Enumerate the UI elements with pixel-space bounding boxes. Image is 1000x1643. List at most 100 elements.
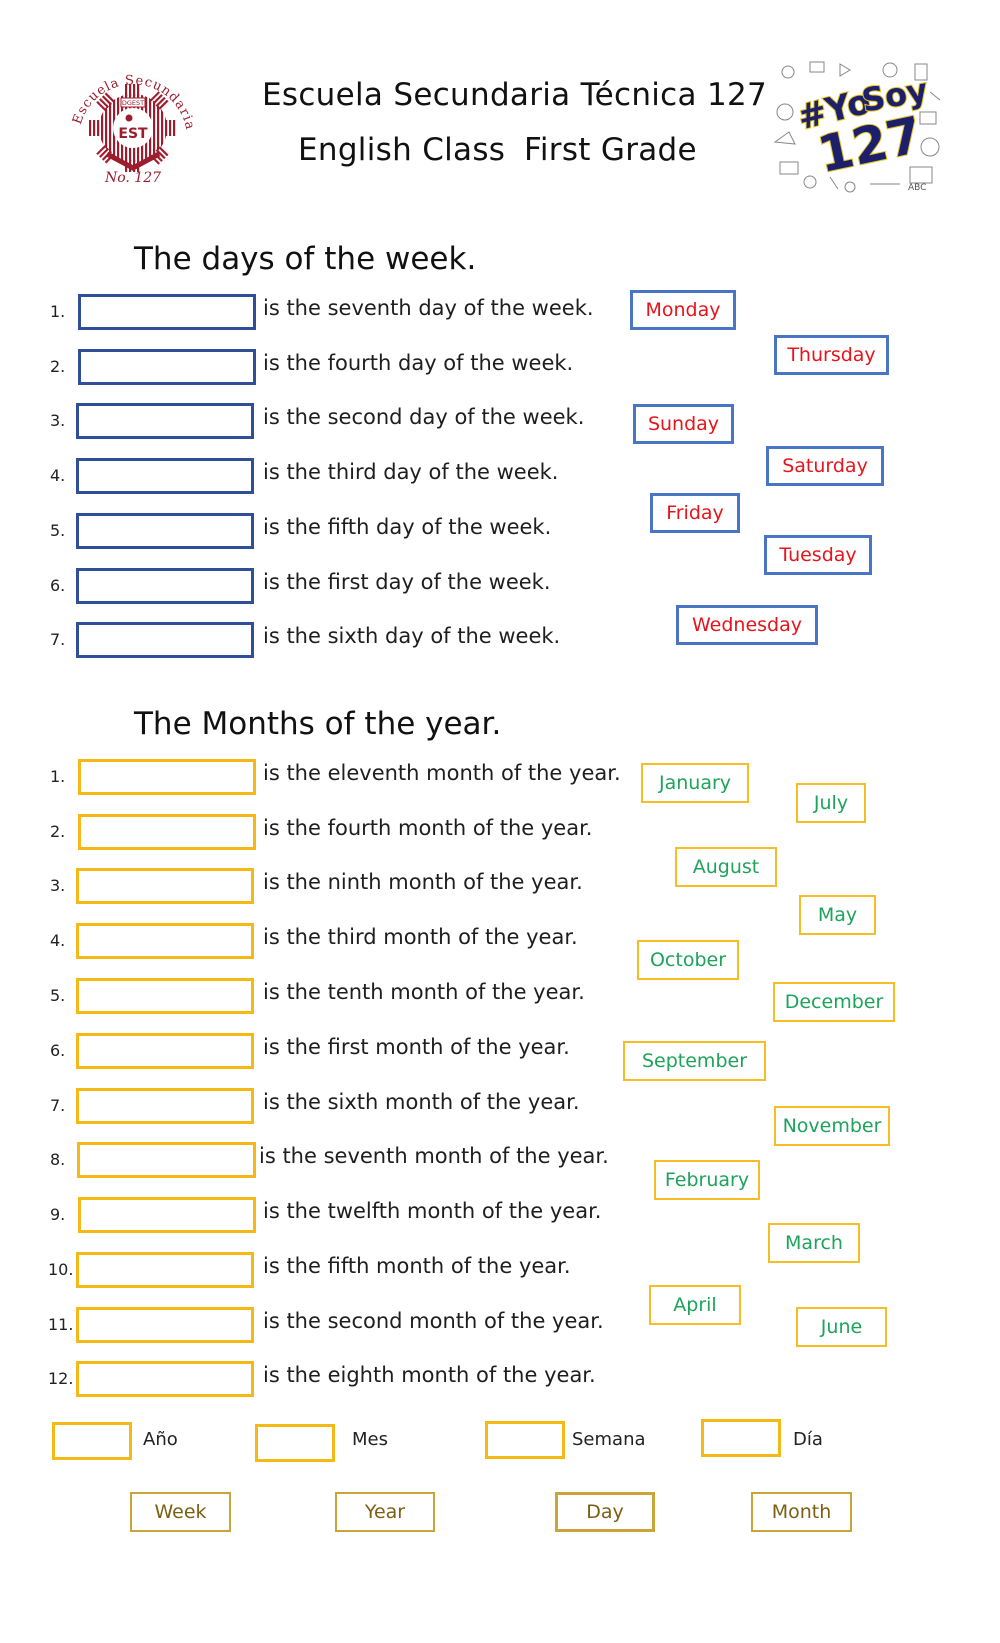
vocab-dropzone-ano[interactable]: [52, 1422, 132, 1460]
day-answer-dropzone-3[interactable]: [76, 403, 254, 439]
svg-text:No. 127: No. 127: [104, 170, 161, 186]
vocab-chip-day[interactable]: Day: [555, 1492, 655, 1532]
month-answer-dropzone-4[interactable]: [76, 923, 254, 959]
day-chip-monday[interactable]: Monday: [630, 290, 736, 330]
month-chip-january[interactable]: January: [641, 763, 749, 803]
school-gear-logo-icon: Escuela Secundaria Técnica DGEST EST No.…: [58, 50, 196, 186]
day-answer-dropzone-6[interactable]: [76, 568, 254, 604]
school-name: Escuela Secundaria Técnica 127: [262, 77, 768, 113]
question-number: 5.: [50, 986, 66, 1005]
question-text: is the fifth month of the year.: [263, 1254, 571, 1278]
days-section-title: The days of the week.: [134, 241, 477, 277]
question-number: 1.: [50, 767, 66, 786]
vocab-chip-month[interactable]: Month: [751, 1492, 852, 1532]
month-chip-july[interactable]: July: [796, 783, 866, 823]
day-chip-saturday[interactable]: Saturday: [766, 446, 884, 486]
question-number: 9.: [50, 1205, 66, 1224]
question-text: is the first day of the week.: [263, 570, 551, 594]
day-chip-tuesday[interactable]: Tuesday: [764, 535, 872, 575]
month-chip-may[interactable]: May: [799, 895, 876, 935]
month-chip-november[interactable]: November: [774, 1106, 890, 1146]
question-text: is the tenth month of the year.: [263, 980, 585, 1004]
question-text: is the fourth day of the week.: [263, 351, 574, 375]
month-answer-dropzone-6[interactable]: [76, 1033, 254, 1069]
day-chip-friday[interactable]: Friday: [650, 493, 740, 533]
school-logo: Escuela Secundaria Técnica DGEST EST No.…: [58, 50, 208, 190]
month-answer-dropzone-12[interactable]: [76, 1361, 254, 1397]
question-number: 7.: [50, 1096, 66, 1115]
month-answer-dropzone-3[interactable]: [76, 868, 254, 904]
question-number: 4.: [50, 466, 66, 485]
day-answer-dropzone-2[interactable]: [78, 349, 256, 385]
question-number: 5.: [50, 521, 66, 540]
vocab-label-mes: Mes: [352, 1429, 388, 1450]
question-number: 6.: [50, 576, 66, 595]
question-number: 2.: [50, 357, 66, 376]
question-number: 1.: [50, 302, 66, 321]
month-chip-march[interactable]: March: [768, 1223, 860, 1263]
svg-text:EST: EST: [118, 126, 148, 142]
month-answer-dropzone-11[interactable]: [76, 1307, 254, 1343]
month-chip-september[interactable]: September: [623, 1041, 766, 1081]
day-answer-dropzone-5[interactable]: [76, 513, 254, 549]
month-chip-june[interactable]: June: [796, 1307, 887, 1347]
vocab-dropzone-semana[interactable]: [485, 1421, 565, 1459]
month-chip-december[interactable]: December: [773, 982, 895, 1022]
question-text: is the twelfth month of the year.: [263, 1199, 602, 1223]
yo-soy-127-doodle-icon: ABC #Yo Soy 127: [773, 61, 941, 193]
month-answer-dropzone-8[interactable]: [77, 1142, 256, 1178]
question-text: is the second month of the year.: [263, 1309, 604, 1333]
month-answer-dropzone-2[interactable]: [78, 814, 256, 850]
question-number: 4.: [50, 931, 66, 950]
vocab-dropzone-dia[interactable]: [701, 1419, 781, 1457]
question-number: 3.: [50, 876, 66, 895]
vocab-chip-week[interactable]: Week: [130, 1492, 231, 1532]
month-chip-april[interactable]: April: [649, 1285, 741, 1325]
question-text: is the eighth month of the year.: [263, 1363, 596, 1387]
month-chip-february[interactable]: February: [654, 1160, 760, 1200]
day-answer-dropzone-1[interactable]: [78, 294, 256, 330]
svg-text:DGEST: DGEST: [122, 99, 144, 107]
question-text: is the sixth day of the week.: [263, 624, 561, 648]
day-chip-sunday[interactable]: Sunday: [633, 404, 734, 444]
question-text: is the sixth month of the year.: [263, 1090, 580, 1114]
question-number: 6.: [50, 1041, 66, 1060]
months-section-title: The Months of the year.: [134, 706, 502, 742]
day-answer-dropzone-4[interactable]: [76, 458, 254, 494]
question-text: is the eleventh month of the year.: [263, 761, 621, 785]
day-chip-thursday[interactable]: Thursday: [774, 335, 889, 375]
month-chip-october[interactable]: October: [637, 940, 739, 980]
vocab-dropzone-mes[interactable]: [255, 1424, 335, 1462]
question-number: 7.: [50, 630, 66, 649]
question-text: is the ninth month of the year.: [263, 870, 583, 894]
question-text: is the seventh month of the year.: [259, 1144, 609, 1168]
month-answer-dropzone-9[interactable]: [78, 1197, 256, 1233]
question-number: 3.: [50, 411, 66, 430]
question-text: is the third day of the week.: [263, 460, 559, 484]
vocab-chip-year[interactable]: Year: [335, 1492, 435, 1532]
vocab-label-semana: Semana: [572, 1429, 646, 1450]
class-name: English Class: [298, 132, 506, 168]
month-answer-dropzone-10[interactable]: [76, 1252, 254, 1288]
month-answer-dropzone-7[interactable]: [76, 1088, 254, 1124]
svg-text:ABC: ABC: [908, 183, 926, 193]
month-chip-august[interactable]: August: [675, 847, 777, 887]
month-answer-dropzone-1[interactable]: [78, 759, 256, 795]
question-number: 11.: [48, 1315, 74, 1334]
day-chip-wednesday[interactable]: Wednesday: [676, 605, 818, 645]
vocab-label-dia: Día: [793, 1429, 823, 1450]
vocab-label-ano: Año: [143, 1429, 178, 1450]
day-answer-dropzone-7[interactable]: [76, 622, 254, 658]
question-text: is the second day of the week.: [263, 405, 585, 429]
question-number: 12.: [48, 1369, 74, 1388]
question-text: is the fifth day of the week.: [263, 515, 552, 539]
question-number: 10.: [48, 1260, 74, 1279]
grade-name: First Grade: [524, 132, 697, 168]
question-text: is the third month of the year.: [263, 925, 578, 949]
question-text: is the fourth month of the year.: [263, 816, 593, 840]
question-text: is the first month of the year.: [263, 1035, 570, 1059]
month-answer-dropzone-5[interactable]: [76, 978, 254, 1014]
yo-soy-127-logo: ABC #Yo Soy 127: [770, 52, 950, 200]
question-number: 2.: [50, 822, 66, 841]
question-text: is the seventh day of the week.: [263, 296, 594, 320]
